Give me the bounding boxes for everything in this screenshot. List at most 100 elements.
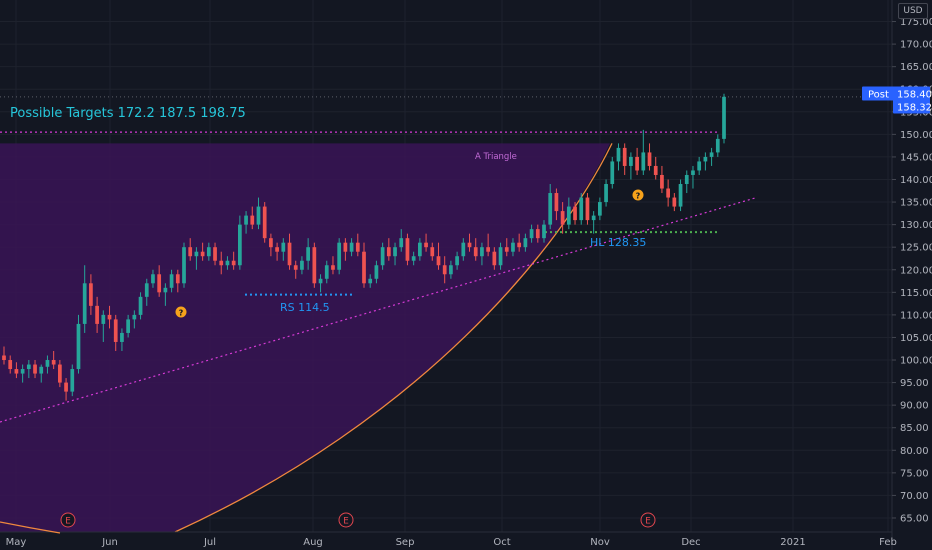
candle-body [89,283,93,306]
candle-body [641,152,646,171]
price-tick-label: 175.00 [900,17,932,28]
candle-body [300,260,304,270]
last-price-badge: 158.32 [893,99,932,114]
candle-body [275,247,279,252]
candlestick-series [2,93,726,401]
price-tick-label: 135.00 [900,198,932,209]
candle-body [604,184,608,203]
candle-body [194,251,199,257]
price-tick-label: 150.00 [900,130,932,141]
candle-body [14,369,19,374]
higher-low-annotation[interactable]: HL 128.35 [590,236,646,249]
candle-body [591,215,596,221]
candle-body [424,242,428,248]
curve-arc-tail [0,521,61,534]
targets-annotation[interactable]: Possible Targets 172.2 187.5 198.75 [10,106,246,121]
candle-body [523,238,528,248]
candle-body [411,256,416,261]
price-tick-label: 130.00 [900,220,932,231]
price-tick-label: 115.00 [900,288,932,299]
candle-body [51,360,56,365]
candle-body [26,364,31,370]
price-axis[interactable]: 175.00170.00165.00160.00155.00150.00145.… [891,0,932,550]
price-tick-label: 165.00 [900,62,932,73]
price-tick-label: 100.00 [900,356,932,367]
candle-body [306,247,310,261]
candle-body [691,170,695,175]
candle-body [281,242,286,252]
earnings-marker-icon [640,512,656,528]
candle-body [343,242,348,252]
dividend-marker-label: ? [179,309,184,318]
triangle-rising-trendline[interactable] [0,197,756,423]
price-tick-label: 105.00 [900,333,932,344]
price-tick-label: 170.00 [900,40,932,51]
candle-body [573,206,577,221]
candle-body [697,161,702,171]
candle-body [39,366,44,374]
candle-body [144,283,149,297]
candle-body [455,256,459,266]
candle-body [647,152,652,166]
candle-body [219,260,224,266]
time-tick-label: Jun [101,537,118,548]
time-tick-label: May [6,537,27,548]
candle-body [175,274,180,284]
price-tick-label: 90.00 [900,401,929,412]
candle-body [324,265,329,279]
price-tick-label: 80.00 [900,446,929,457]
candle-body [598,202,602,216]
candle-body [250,215,255,225]
candle-body [529,229,534,239]
candle-body [368,278,373,284]
time-tick-label: 2021 [780,537,805,548]
candle-body [231,260,236,266]
candle-body [498,247,503,266]
candle-body [256,206,261,225]
candle-body [449,265,453,275]
candle-body [76,323,81,370]
time-tick-label: Nov [590,537,610,548]
support-annotation[interactable]: RS 114.5 [280,301,330,314]
candle-body [672,197,677,207]
triangle-annotation[interactable]: A Triangle [475,152,517,162]
candle-body [585,197,590,221]
last-badge-background [893,99,930,114]
candle-body [2,355,6,361]
post-badge-price: 158.40 [897,89,932,100]
time-tick-label: Sep [396,537,415,548]
candle-body [678,184,683,207]
candle-body [362,251,366,284]
time-axis[interactable]: May Jun Jul Aug Sep Oct Nov Dec 2021 Feb [0,531,897,548]
candle-body [535,229,540,239]
candle-body [132,314,137,320]
candle-body [113,319,118,342]
candle-body [430,247,435,257]
candle-body [225,260,230,266]
candle-body [722,96,726,139]
curve-arc[interactable] [174,143,613,533]
candle-body [169,274,174,288]
candle-body [616,147,621,162]
dividend-marker-icon [175,306,187,318]
candle-body [337,242,342,270]
candle-body [436,256,441,266]
candle-body [331,265,335,270]
candle-body [492,251,497,266]
currency-label[interactable]: USD [898,3,928,19]
candle-body [163,287,168,293]
candle-body [82,283,87,324]
candle-body [442,265,447,275]
post-badge-background [862,86,930,101]
candle-body [504,247,509,252]
price-tick-label: 75.00 [900,468,929,479]
earnings-marker-label: E [645,517,651,527]
time-tick-label: Feb [879,537,897,548]
candle-body [200,251,205,257]
candle-body [486,247,490,252]
post-badge-label: Post [868,89,889,100]
candle-body [473,247,478,257]
price-tick-label: 140.00 [900,175,932,186]
candle-body [579,197,584,221]
